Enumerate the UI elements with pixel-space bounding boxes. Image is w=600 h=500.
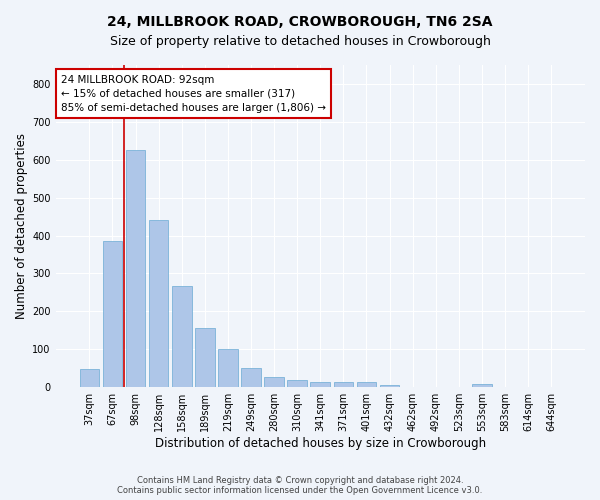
X-axis label: Distribution of detached houses by size in Crowborough: Distribution of detached houses by size … [155,437,486,450]
Bar [241,368,261,387]
Y-axis label: Number of detached properties: Number of detached properties [15,133,28,319]
Bar [103,242,122,387]
Bar [126,150,145,387]
Text: 24 MILLBROOK ROAD: 92sqm
← 15% of detached houses are smaller (317)
85% of semi-: 24 MILLBROOK ROAD: 92sqm ← 15% of detach… [61,74,326,112]
Bar [472,384,491,387]
Text: Size of property relative to detached houses in Crowborough: Size of property relative to detached ho… [110,35,490,48]
Bar [287,380,307,387]
Bar [264,376,284,387]
Bar [356,382,376,387]
Bar [80,369,99,387]
Bar [334,382,353,387]
Text: Contains HM Land Registry data © Crown copyright and database right 2024.
Contai: Contains HM Land Registry data © Crown c… [118,476,482,495]
Bar [172,286,191,387]
Bar [149,220,169,387]
Bar [195,328,215,387]
Text: 24, MILLBROOK ROAD, CROWBOROUGH, TN6 2SA: 24, MILLBROOK ROAD, CROWBOROUGH, TN6 2SA [107,15,493,29]
Bar [218,350,238,387]
Bar [310,382,330,387]
Bar [380,384,400,387]
